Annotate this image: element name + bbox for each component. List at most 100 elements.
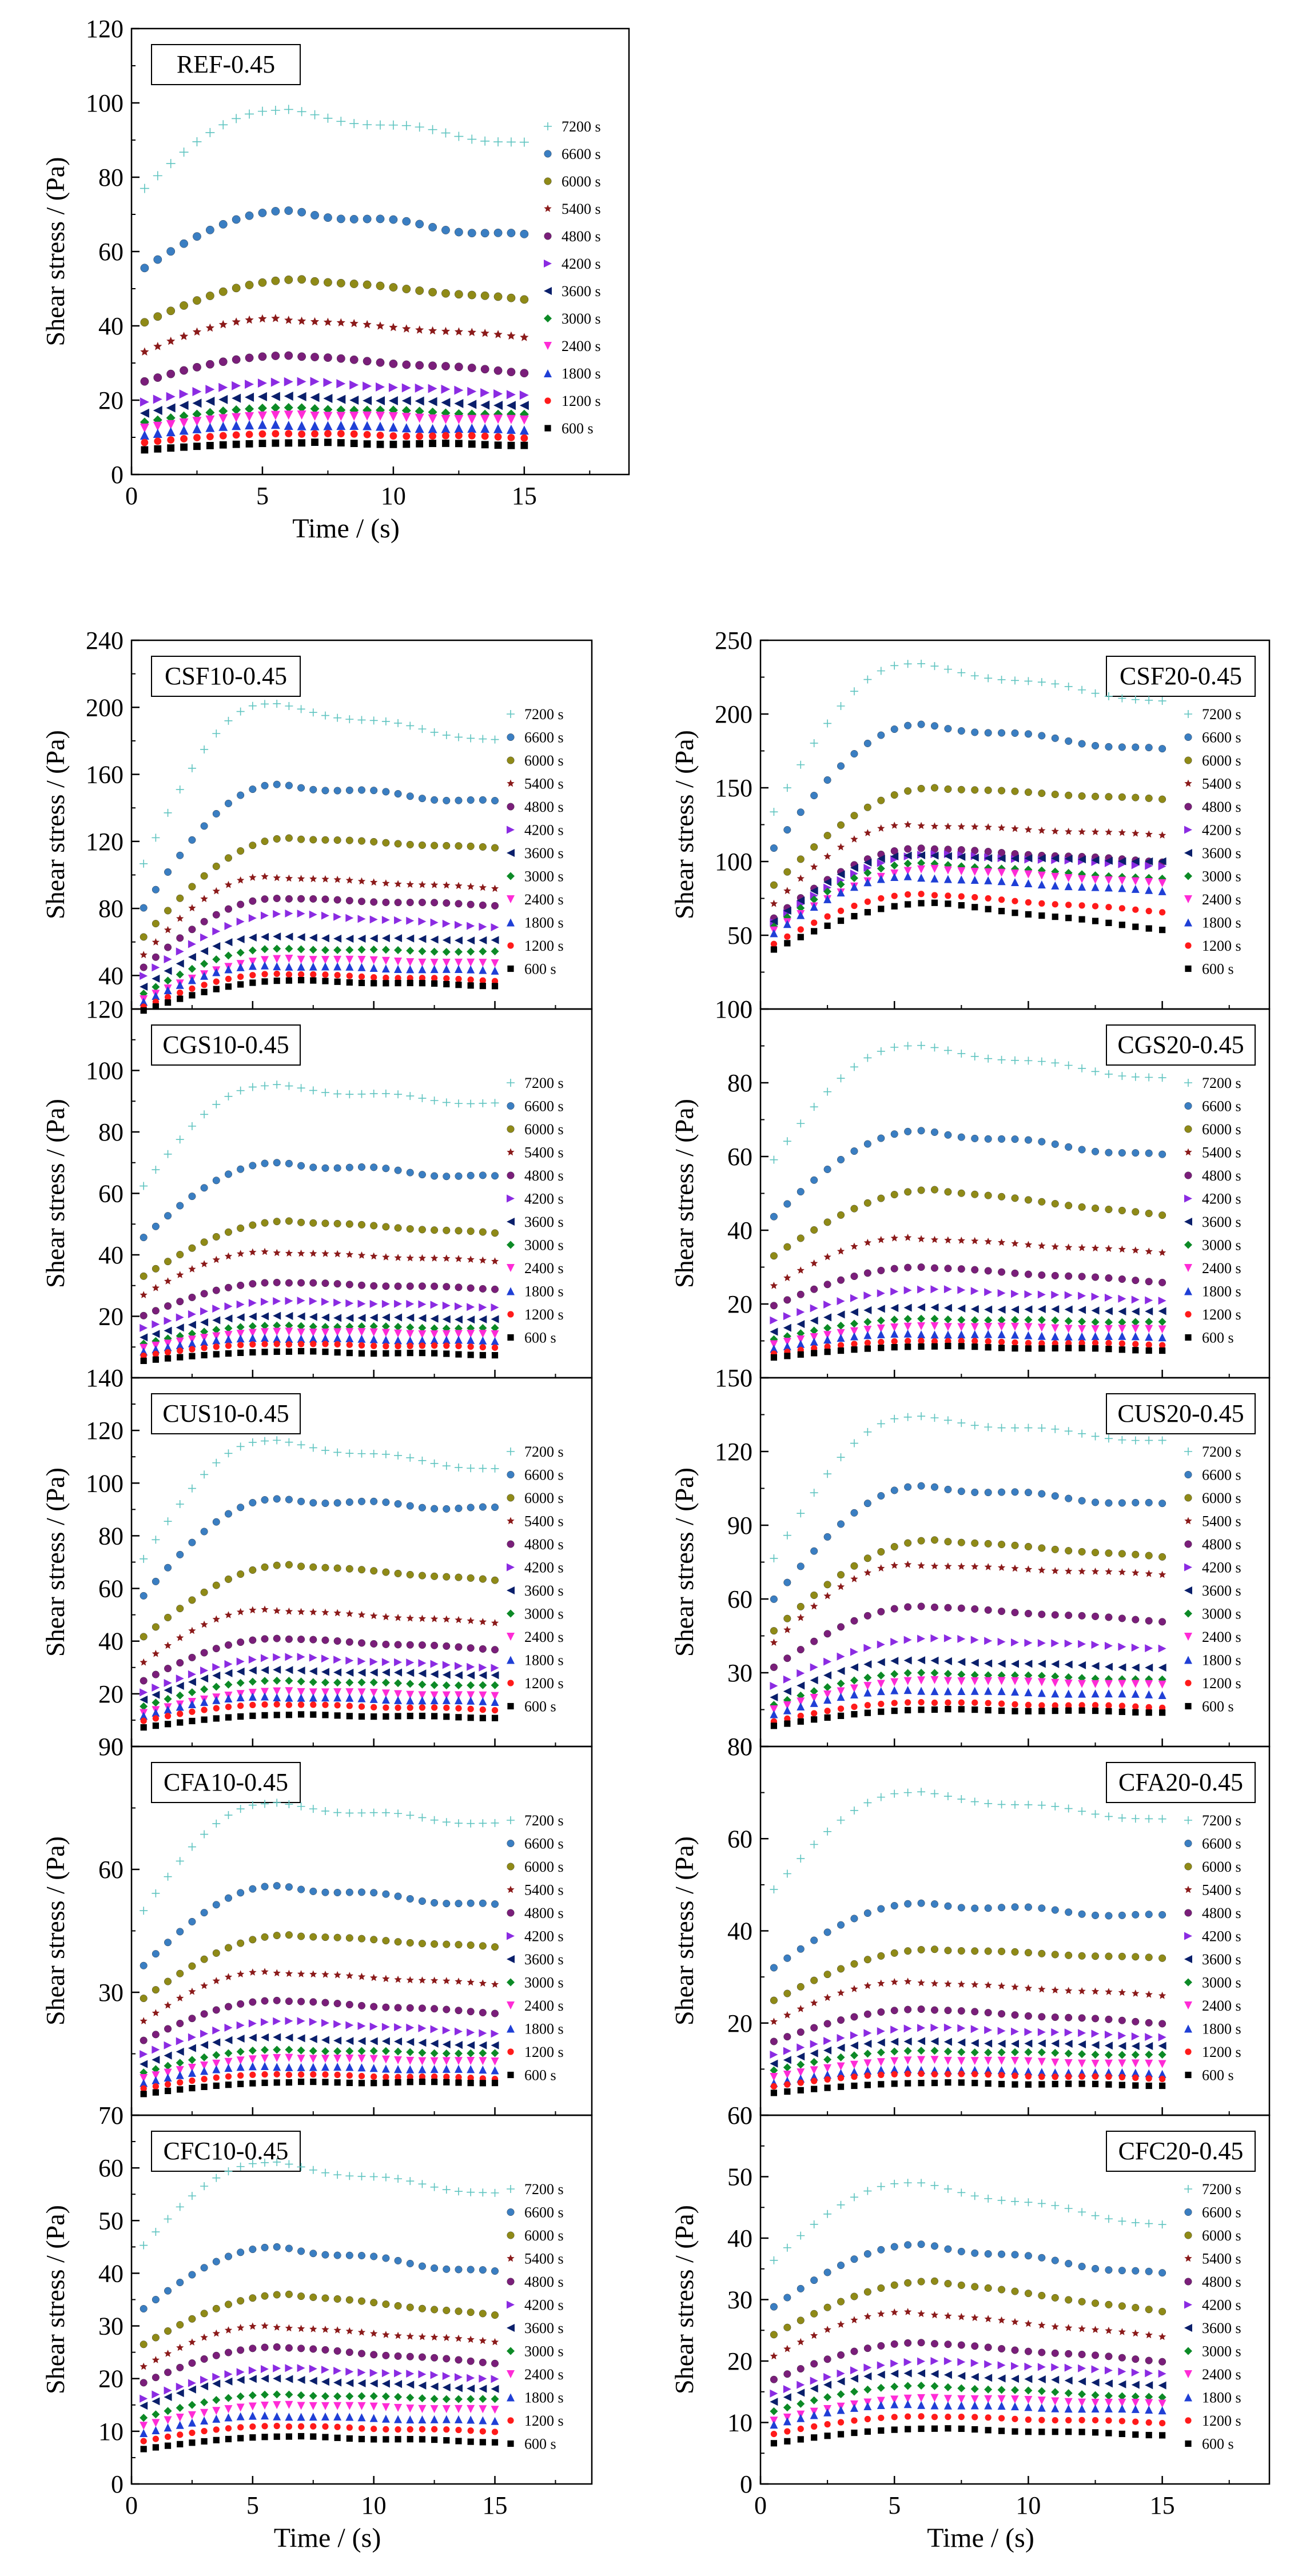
data-point [918,1343,925,1350]
data-point [1037,871,1046,880]
data-point [770,1327,778,1336]
y-tick-label: 120 [86,828,124,856]
data-point [297,1636,305,1644]
data-point [249,2344,257,2352]
data-point [200,1337,209,1346]
data-point [176,2071,184,2079]
data-point [797,1945,805,1953]
data-point [212,911,220,919]
data-point [797,1983,805,1991]
data-point [984,848,992,856]
data-point [479,883,487,891]
data-point [877,875,885,883]
data-point [479,1706,486,1713]
data-point [237,2000,245,2008]
data-point [431,1282,439,1290]
data-point [931,2414,938,2421]
data-point [322,2423,329,2430]
data-point [1145,2419,1152,2426]
series-1800s [140,1334,499,1356]
legend-marker [1184,2393,1192,2402]
data-point [467,1504,475,1512]
data-point [797,1712,804,1720]
data-point [273,962,281,971]
data-point [943,1657,952,1665]
data-point [369,2037,378,2045]
data-point [310,277,319,286]
data-point [903,2047,912,2055]
series-600s [140,976,499,1014]
data-point [1105,828,1113,836]
data-point [1118,1568,1126,1576]
data-point [1132,793,1140,801]
data-point [1051,2048,1060,2057]
data-point [491,1706,499,1714]
data-point [381,1299,390,1308]
data-point [770,1554,778,1562]
data-point [249,1341,256,1348]
data-point [1118,905,1125,912]
data-point [467,936,475,945]
data-point [770,1681,778,1690]
data-point [418,841,426,849]
data-point [213,1343,220,1350]
y-tick-label: 40 [98,962,124,990]
data-point [345,1299,354,1307]
legend-entry: 4200 s [524,822,564,839]
y-tick-label: 0 [740,1733,752,1761]
legend-marker [544,177,552,185]
data-point [310,971,317,978]
data-point [1118,1680,1126,1688]
data-point [1092,2429,1099,2436]
data-point [917,1537,925,1545]
data-point [357,2379,366,2388]
data-point [395,980,401,987]
data-point [248,2019,257,2028]
data-point [179,401,189,410]
data-point [479,2049,487,2057]
data-point [863,1956,871,1964]
data-point [970,1421,979,1430]
data-point [1092,2351,1100,2359]
data-point [152,2296,160,2304]
data-point [164,2423,172,2432]
data-point [140,904,148,912]
data-point [381,2392,390,2400]
data-point [419,1704,426,1711]
data-point [333,962,342,971]
data-point [467,734,475,743]
data-point [431,2264,439,2272]
data-point [212,1100,221,1108]
data-point [824,913,831,920]
data-point [455,2073,462,2081]
data-point [200,1981,208,1989]
data-point [1132,1703,1139,1710]
series-6600s [770,2240,1166,2311]
data-point [930,1128,938,1136]
legend-marker [1184,756,1192,764]
data-point [917,1656,926,1665]
data-point [917,1669,926,1677]
data-point [917,1979,925,1987]
data-point [140,377,149,386]
data-point [1011,1056,1019,1064]
data-point [930,2311,939,2319]
data-point [189,1353,196,1359]
data-point [245,109,254,119]
y-tick-label: 80 [98,895,124,923]
data-point [406,916,415,925]
data-point [336,379,346,389]
data-point [1158,887,1166,895]
data-point [402,217,411,226]
data-point [193,362,201,372]
data-point [336,412,346,421]
data-point [1065,1243,1073,1251]
legend-entry: 3000 s [524,868,564,885]
data-point [224,1324,233,1333]
data-point [507,331,516,340]
data-point [904,1947,912,1955]
data-point [224,1170,232,1178]
legend-marker [507,2024,515,2033]
data-point [479,1691,487,1700]
data-point [401,413,411,422]
